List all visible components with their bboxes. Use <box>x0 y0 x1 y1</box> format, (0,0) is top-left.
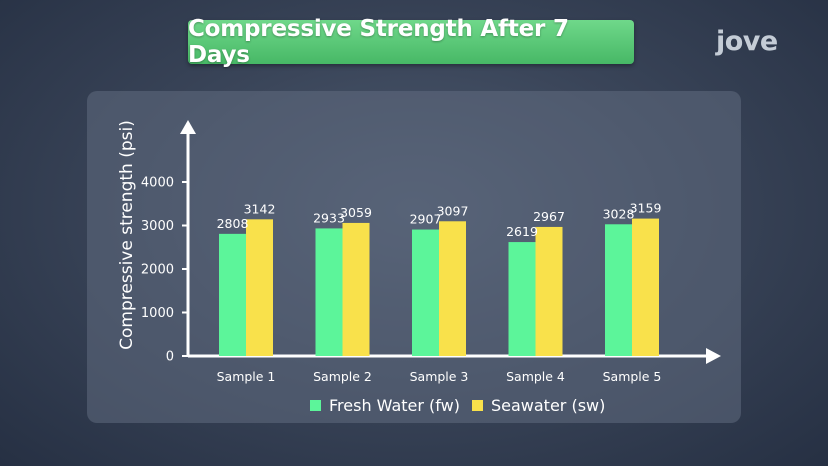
chart-legend: Fresh Water (fw) Seawater (sw) <box>310 394 617 416</box>
jove-logo: jove <box>716 26 778 57</box>
bar-fresh-water <box>605 224 632 356</box>
legend-label-fresh-water: Fresh Water (fw) <box>329 395 460 415</box>
x-tick-label: Sample 1 <box>217 369 276 384</box>
y-tick-label: 4000 <box>141 176 174 191</box>
x-axis-arrow <box>706 348 721 364</box>
bar-fresh-water <box>219 233 246 356</box>
x-tick-label: Sample 3 <box>410 369 469 384</box>
bar-fresh-water <box>412 229 439 356</box>
legend-swatch-fresh-water <box>310 399 321 411</box>
bar-value-label: 3097 <box>437 203 469 218</box>
bar-seawater <box>632 218 659 356</box>
bar-value-label: 3028 <box>603 206 635 221</box>
bar-value-label: 3142 <box>244 201 276 216</box>
y-tick-label: 2000 <box>141 263 174 278</box>
legend-label-seawater: Seawater (sw) <box>490 395 606 415</box>
y-axis-label: Compressive strength (psi) <box>117 120 137 350</box>
y-tick-label: 3000 <box>141 219 174 234</box>
legend-item-seawater: Seawater (sw) <box>471 395 606 415</box>
x-tick-label: Sample 5 <box>603 369 662 384</box>
bar-seawater <box>439 221 466 356</box>
legend-item-fresh-water: Fresh Water (fw) <box>310 396 460 415</box>
x-tick-label: Sample 2 <box>313 369 372 384</box>
bar-fresh-water <box>315 228 343 356</box>
legend-swatch-seawater <box>471 399 483 411</box>
bar-value-label: 3059 <box>340 205 372 220</box>
bar-seawater <box>535 226 563 356</box>
bar-value-label: 3159 <box>630 201 662 216</box>
chart-bars <box>219 218 659 356</box>
x-tick-label: Sample 4 <box>506 369 565 384</box>
bar-value-label: 2967 <box>533 209 565 224</box>
bar-value-label: 2907 <box>410 212 442 227</box>
chart-title-banner: Compressive Strength After 7 Days <box>188 16 634 68</box>
bar-seawater <box>342 222 370 356</box>
y-tick-label: 1000 <box>141 306 174 321</box>
y-axis-arrow <box>180 120 196 134</box>
bar-value-label: 2619 <box>506 224 538 239</box>
bar-value-label: 2808 <box>217 216 249 231</box>
bar-seawater <box>246 219 273 356</box>
bar-fresh-water <box>508 242 536 356</box>
bar-value-label: 2933 <box>313 210 345 225</box>
chart-title: Compressive Strength After 7 Days <box>188 16 569 68</box>
y-tick-label: 0 <box>166 350 174 365</box>
